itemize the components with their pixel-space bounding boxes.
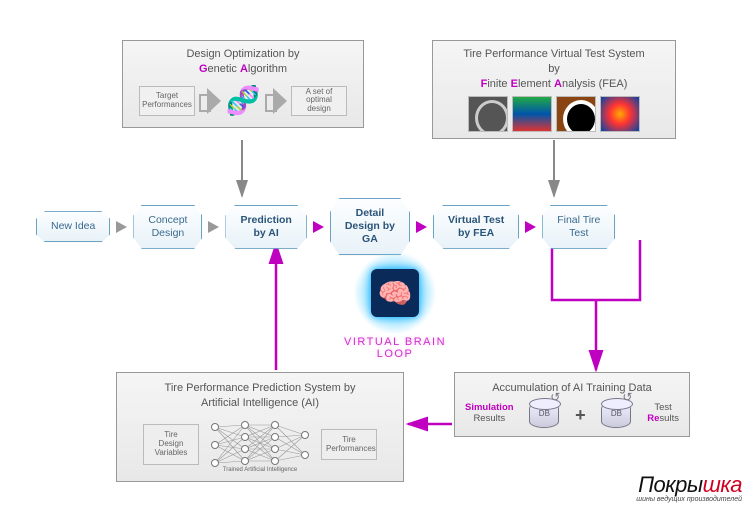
site-logo: Покрышка шины ведущих производителей bbox=[636, 474, 742, 503]
arrow-right-icon bbox=[416, 221, 427, 233]
node-prediction-ai: Prediction by AI bbox=[225, 205, 306, 249]
outline-arrow-icon bbox=[265, 88, 287, 114]
neural-net-icon: Trained Artificial Intelligence bbox=[205, 417, 315, 473]
fea-images bbox=[441, 96, 667, 132]
logo-tagline: шины ведущих производителей bbox=[636, 496, 742, 503]
brain-icon: 🧠 bbox=[371, 269, 419, 317]
ga-subrow: Target Performances 🧬 A set of optimal d… bbox=[131, 81, 355, 121]
plus-icon: + bbox=[575, 403, 586, 427]
fea-title3: Finite Element Analysis (FEA) bbox=[441, 77, 667, 92]
training-title: Accumulation of AI Training Data bbox=[465, 381, 679, 396]
fea-title1: Tire Performance Virtual Test System bbox=[441, 47, 667, 62]
ga-target-box: Target Performances bbox=[139, 86, 195, 116]
nn-input-label: Tire Design Variables bbox=[143, 424, 199, 464]
fea-title2: by bbox=[441, 62, 667, 77]
arrow-right-icon bbox=[313, 221, 324, 233]
db-test: Test Results bbox=[647, 403, 679, 427]
svg-text:Trained Artificial Intelligenc: Trained Artificial Intelligence bbox=[223, 467, 298, 473]
nn-diagram: Tire Design Variables bbox=[127, 417, 393, 473]
diagram-canvas: Design Optimization by Genetic Algorithm… bbox=[0, 0, 750, 509]
dna-icon: 🧬 bbox=[225, 81, 261, 121]
virtual-brain: 🧠 VIRTUAL BRAIN LOOP bbox=[344, 252, 446, 360]
db-row: Simulation Results DB + DB Test Results bbox=[465, 402, 679, 428]
node-concept-design: Concept Design bbox=[133, 205, 202, 249]
nn-output-label: Tire Performances bbox=[321, 429, 377, 461]
tire-ring-image bbox=[556, 96, 596, 132]
node-virtual-test-fea: Virtual Test by FEA bbox=[433, 205, 519, 249]
node-final-tire-test: Final Tire Test bbox=[542, 205, 615, 249]
training-data-box: Accumulation of AI Training Data Simulat… bbox=[454, 372, 690, 437]
ga-title1: Design Optimization by bbox=[131, 47, 355, 62]
db-simulation: Simulation Results bbox=[465, 403, 514, 427]
arrow-right-icon bbox=[208, 221, 219, 233]
fea-colormap-image bbox=[512, 96, 552, 132]
tire-image bbox=[468, 96, 508, 132]
ai-box: Tire Performance Prediction System by Ar… bbox=[116, 372, 404, 482]
fea-box: Tire Performance Virtual Test System by … bbox=[432, 40, 676, 139]
node-detail-design-ga: Detail Design by GA bbox=[330, 198, 410, 255]
ga-title2: Genetic Algorithm bbox=[131, 62, 355, 77]
heatmap-image bbox=[600, 96, 640, 132]
arrow-right-icon bbox=[525, 221, 536, 233]
ga-box: Design Optimization by Genetic Algorithm… bbox=[122, 40, 364, 128]
ga-result-box: A set of optimal design bbox=[291, 86, 347, 116]
db-icon: DB bbox=[601, 402, 631, 428]
brain-glow: 🧠 bbox=[354, 252, 436, 334]
db-icon: DB bbox=[529, 402, 559, 428]
ai-title1: Tire Performance Prediction System by bbox=[127, 381, 393, 396]
node-new-idea: New Idea bbox=[36, 211, 110, 242]
outline-arrow-icon bbox=[199, 88, 221, 114]
arrow-right-icon bbox=[116, 221, 127, 233]
main-flow: New Idea Concept Design Prediction by AI… bbox=[36, 198, 615, 255]
brain-label: VIRTUAL BRAIN LOOP bbox=[344, 336, 446, 360]
ai-title2: Artificial Intelligence (AI) bbox=[127, 396, 393, 411]
